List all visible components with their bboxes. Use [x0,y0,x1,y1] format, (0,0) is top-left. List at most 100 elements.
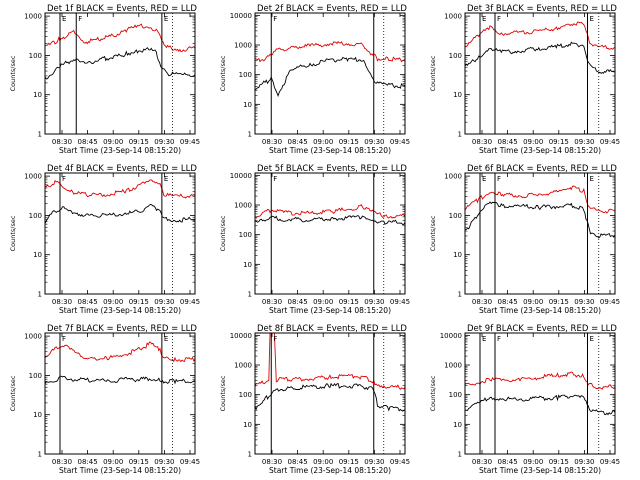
y-tick-label: 1 [248,131,252,139]
marker-label: E [482,335,486,343]
x-tick-label: 09:30 [364,138,384,146]
series-lld-line [465,21,615,50]
panel-title: Det 4f BLACK = Events, RED = LLD [47,164,197,174]
series-events-line [465,41,615,74]
x-tick-label: 09:00 [523,458,543,466]
x-tick-label: 08:45 [498,298,518,306]
y-axis-label: Counts/sec [9,215,17,251]
panel-title: Det 1f BLACK = Events, RED = LLD [47,4,197,14]
plot-frame [44,12,196,135]
marker-label: E [590,175,594,183]
x-tick-label: 09:45 [180,138,200,146]
x-axis-label: Start Time (23-Sep-14 08:15:20) [479,146,601,155]
plot-frame [464,12,616,135]
x-tick-label: 09:30 [574,298,594,306]
y-tick-label: 10 [33,251,42,259]
y-tick-label: 100 [29,212,42,220]
x-tick-label: 09:00 [313,138,333,146]
series-lld-line [465,371,615,390]
series-events-line [45,203,195,224]
x-tick-label: 09:15 [129,458,149,466]
plot-frame [44,332,196,455]
y-tick-label: 10 [453,251,462,259]
x-tick-label: 09:30 [154,138,174,146]
y-tick-label: 10 [243,101,252,109]
x-tick-label: 08:30 [52,298,72,306]
y-tick-label: 100 [449,212,462,220]
x-tick-label: 09:30 [154,298,174,306]
x-tick-label: 09:15 [339,138,359,146]
marker-label: E [164,175,168,183]
marker-label: F [273,335,277,343]
plot-frame [254,332,406,455]
series-lld-line [465,185,615,214]
x-tick-label: 09:00 [313,298,333,306]
x-tick-label: 08:30 [472,458,492,466]
x-tick-label: 09:15 [549,298,569,306]
x-tick-label: 08:45 [498,138,518,146]
x-tick-label: 08:30 [262,458,282,466]
y-tick-label: 1 [38,291,42,299]
y-tick-label: 1 [458,131,462,139]
series-lld-line [45,23,195,53]
marker-label: E [590,335,594,343]
plot-frame [44,172,196,295]
marker-label: E [62,15,66,23]
y-tick-label: 10 [243,261,252,269]
marker-label: F [62,335,66,343]
x-tick-label: 08:45 [78,298,98,306]
x-tick-label: 09:45 [600,138,620,146]
marker-label: E [164,335,168,343]
y-tick-label: 100 [449,391,462,399]
y-tick-label: 1 [458,291,462,299]
x-tick-label: 08:30 [472,298,492,306]
y-tick-label: 100 [29,52,42,60]
marker-label: F [62,175,66,183]
y-axis-label: Counts/sec [9,375,17,411]
x-tick-label: 08:45 [288,138,308,146]
x-tick-label: 09:15 [339,458,359,466]
y-axis-label: Counts/sec [219,215,227,251]
y-tick-label: 1000 [444,173,462,181]
y-tick-label: 1000 [234,362,252,370]
x-axis-label: Start Time (23-Sep-14 08:15:20) [59,306,181,315]
x-tick-label: 08:30 [472,138,492,146]
y-tick-label: 1 [248,291,252,299]
x-tick-label: 09:00 [523,138,543,146]
x-tick-label: 09:45 [390,138,410,146]
x-tick-label: 09:00 [103,298,123,306]
y-tick-label: 1000 [24,173,42,181]
x-tick-label: 09:15 [339,298,359,306]
x-tick-label: 09:15 [129,138,149,146]
marker-label: F [497,15,501,23]
y-axis-label: Counts/sec [429,55,437,91]
x-tick-label: 09:30 [574,458,594,466]
y-axis-label: Counts/sec [219,375,227,411]
x-tick-label: 08:45 [288,458,308,466]
y-tick-label: 1 [248,451,252,459]
panel-title: Det 3f BLACK = Events, RED = LLD [467,4,617,14]
x-tick-label: 09:45 [390,458,410,466]
panel-title: Det 5f BLACK = Events, RED = LLD [257,164,407,174]
y-tick-label: 1000 [234,202,252,210]
x-tick-label: 09:00 [103,138,123,146]
series-events-line [255,215,405,226]
y-axis-label: Counts/sec [429,375,437,411]
y-tick-label: 1000 [24,13,42,21]
x-tick-label: 09:15 [549,458,569,466]
marker-label: E [164,15,168,23]
x-tick-label: 08:45 [498,458,518,466]
y-tick-label: 10000 [230,12,252,20]
series-lld-line [255,40,405,63]
x-tick-label: 09:15 [549,138,569,146]
y-tick-label: 100 [449,52,462,60]
panel-title: Det 2f BLACK = Events, RED = LLD [257,4,407,14]
x-axis-label: Start Time (23-Sep-14 08:15:20) [59,466,181,475]
y-axis-label: Counts/sec [9,55,17,91]
